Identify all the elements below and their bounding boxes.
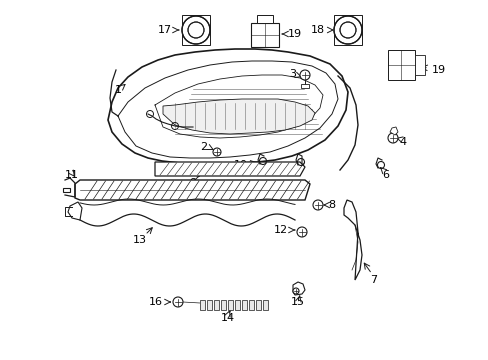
- Polygon shape: [257, 15, 272, 23]
- Text: 18: 18: [310, 25, 325, 35]
- Circle shape: [173, 297, 183, 307]
- Circle shape: [312, 200, 323, 210]
- Text: 2: 2: [200, 142, 206, 152]
- Text: 17: 17: [158, 25, 172, 35]
- Circle shape: [296, 227, 306, 237]
- Polygon shape: [155, 162, 305, 176]
- Polygon shape: [227, 300, 232, 310]
- Polygon shape: [163, 99, 314, 134]
- Text: 15: 15: [290, 297, 305, 307]
- Polygon shape: [387, 50, 414, 80]
- Polygon shape: [75, 180, 309, 200]
- Text: 9: 9: [189, 178, 196, 188]
- Polygon shape: [200, 300, 204, 310]
- Polygon shape: [343, 200, 361, 280]
- Text: 14: 14: [221, 313, 235, 323]
- Text: 16: 16: [149, 297, 163, 307]
- Polygon shape: [108, 49, 347, 164]
- Circle shape: [292, 288, 298, 294]
- Text: 11: 11: [65, 170, 79, 180]
- Polygon shape: [182, 15, 209, 45]
- Text: 7: 7: [369, 275, 376, 285]
- Text: 19: 19: [431, 65, 445, 75]
- Polygon shape: [248, 300, 253, 310]
- Text: 6: 6: [381, 170, 388, 180]
- Text: 5: 5: [283, 163, 289, 173]
- Circle shape: [299, 70, 309, 80]
- Polygon shape: [263, 300, 267, 310]
- Text: 8: 8: [327, 200, 334, 210]
- Circle shape: [213, 148, 221, 156]
- Polygon shape: [214, 300, 219, 310]
- Polygon shape: [256, 300, 261, 310]
- Text: 10: 10: [234, 160, 247, 170]
- Polygon shape: [68, 202, 82, 220]
- Circle shape: [333, 16, 361, 44]
- Circle shape: [339, 22, 355, 38]
- Text: 4: 4: [399, 137, 406, 147]
- Text: 3: 3: [288, 69, 295, 79]
- Polygon shape: [389, 127, 397, 135]
- Polygon shape: [250, 23, 279, 47]
- Polygon shape: [333, 15, 361, 45]
- Text: 13: 13: [133, 235, 147, 245]
- Text: 12: 12: [273, 225, 287, 235]
- Polygon shape: [235, 300, 240, 310]
- Polygon shape: [242, 300, 246, 310]
- Polygon shape: [292, 282, 305, 295]
- Text: 19: 19: [287, 29, 302, 39]
- Text: 20: 20: [232, 105, 247, 118]
- Text: 1: 1: [114, 85, 121, 95]
- Polygon shape: [301, 84, 308, 88]
- Circle shape: [187, 22, 203, 38]
- Polygon shape: [63, 188, 70, 192]
- Polygon shape: [221, 300, 225, 310]
- Circle shape: [182, 16, 209, 44]
- Circle shape: [387, 133, 397, 143]
- Polygon shape: [414, 55, 424, 75]
- Polygon shape: [206, 300, 212, 310]
